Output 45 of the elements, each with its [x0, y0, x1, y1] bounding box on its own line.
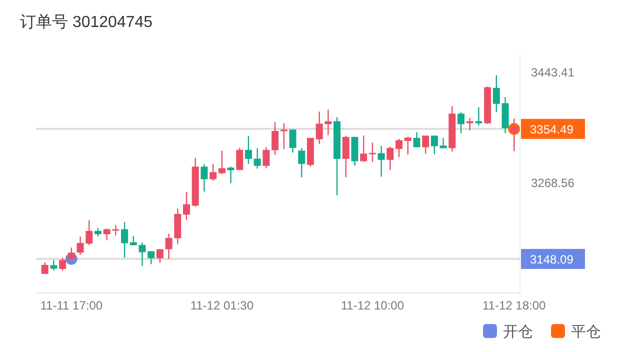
- candlestick: [262, 146, 270, 169]
- candlestick: [386, 146, 394, 171]
- candlestick: [280, 122, 288, 150]
- candlestick: [41, 262, 48, 275]
- candlestick: [466, 117, 474, 132]
- x-tick-label: 11-11 17:00: [40, 298, 103, 313]
- ref-line-label: 3148.09: [530, 252, 574, 266]
- candlestick: [121, 222, 128, 258]
- x-tick-label: 11-12 01:30: [190, 298, 254, 313]
- candlestick: [156, 248, 164, 264]
- candlestick: [413, 132, 420, 148]
- x-tick-label: 11-12 18:00: [482, 298, 546, 313]
- candlestick: [148, 250, 155, 265]
- candlestick: [218, 150, 226, 175]
- candlestick: [210, 163, 217, 182]
- candlestick: [227, 166, 234, 184]
- candlestick: [378, 145, 385, 178]
- candlestick: [165, 233, 172, 260]
- y-tick-label: 3443.41: [531, 66, 575, 80]
- candlestick: [342, 135, 350, 178]
- candlestick: [510, 118, 518, 152]
- chart-title: 订单号 301204745: [20, 13, 153, 31]
- legend-label: 开仓: [503, 324, 533, 340]
- candlestick: [396, 138, 402, 158]
- candlestick: [68, 247, 75, 261]
- candlestick: [50, 260, 58, 272]
- candlestick: [404, 136, 412, 156]
- candlestick: [183, 191, 190, 221]
- candlestick: [254, 148, 261, 170]
- legend-label: 平仓: [571, 324, 601, 340]
- candlestick: [289, 129, 296, 154]
- x-tick-label: 11-12 10:00: [340, 298, 404, 313]
- candlestick: [360, 134, 368, 163]
- ref-line-label: 3354.49: [530, 122, 574, 136]
- candlestick: [298, 148, 306, 178]
- candlestick: [430, 134, 438, 155]
- candlestick: [236, 147, 244, 171]
- candlestick: [475, 106, 482, 126]
- candlestick: [457, 112, 464, 134]
- candlestick: [200, 164, 208, 192]
- candlestick: [272, 121, 279, 156]
- candlestick: [422, 134, 430, 154]
- candlestick: [59, 257, 66, 272]
- y-tick-label: 3268.56: [531, 176, 575, 190]
- candlestick: [244, 135, 252, 165]
